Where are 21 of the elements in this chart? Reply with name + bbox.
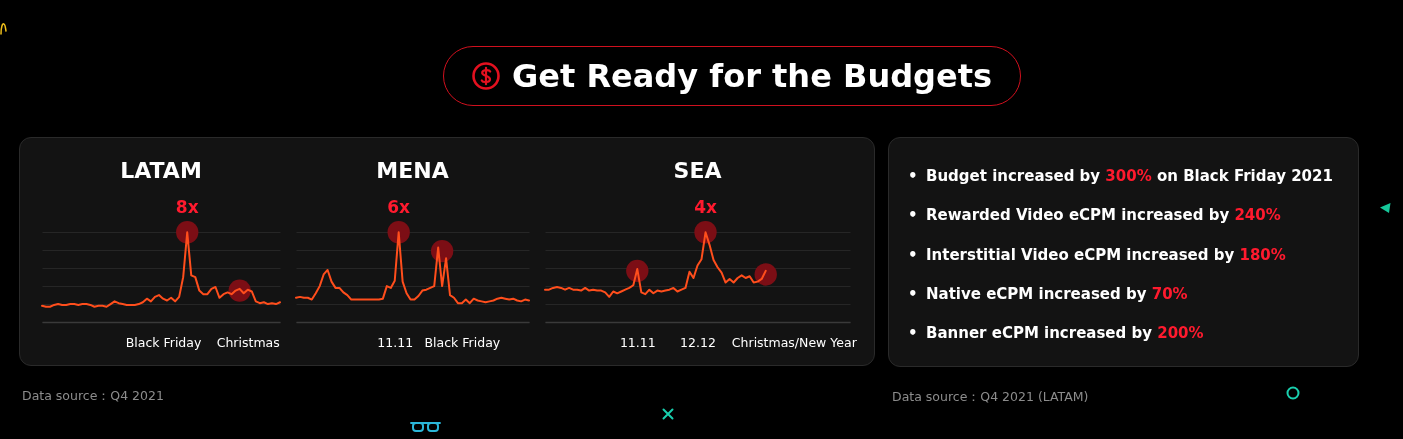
source-note: Data source：Q4 2021 [22, 388, 164, 404]
annotation: 6x [387, 197, 411, 218]
source-note: Data source：Q4 2021 (LATAM) [892, 389, 1089, 405]
text: • Banner eCPM increased by 200% [908, 323, 1204, 345]
text: • Interstitial Video eCPM increased by 180% [908, 244, 1286, 266]
text: • Native eCPM increased by 70% [908, 283, 1188, 305]
text: • Budget increased by 300% on Black Friday 2021 [908, 166, 1333, 187]
text: • Rewarded Video eCPM increased by 240% [908, 205, 1281, 227]
x-tick-label: 12.12 [680, 334, 716, 350]
chart-title: LATAM [119, 158, 203, 184]
x-tick-label: 11.11 [377, 334, 414, 350]
annotation: 4x [694, 197, 717, 218]
x-tick-label: Black Friday [424, 334, 501, 350]
x-tick-label: 11.11 [619, 334, 656, 350]
x-tick-label: Black Friday [125, 334, 202, 350]
text: Get Ready for the Budgets [511, 57, 993, 95]
x-tick-label: Christmas/New Year [731, 334, 858, 350]
chart-title: SEA [672, 158, 723, 184]
x-tick-label: Christmas [216, 334, 280, 350]
annotation: 8x [175, 197, 199, 218]
chart-title: MENA [375, 158, 450, 184]
